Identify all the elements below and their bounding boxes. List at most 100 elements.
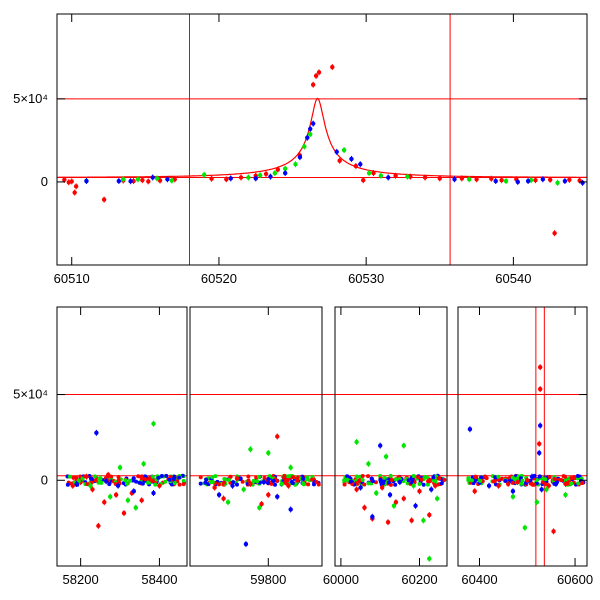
bottom-green-point-5 (125, 498, 131, 503)
bottom-green-point-15 (288, 465, 293, 470)
top-green-point-1 (121, 177, 126, 182)
bottom-baseline-point (569, 481, 574, 486)
bottom-xtick-label-3: 60000 (323, 572, 359, 587)
bottom-baseline-point (439, 481, 444, 486)
bottom-blue-point-4 (131, 489, 137, 494)
bottom-baseline-point (134, 479, 139, 484)
bottom-baseline-point (436, 482, 441, 487)
bottom-baseline-point (357, 478, 362, 483)
top-green-point-7 (257, 173, 263, 178)
bottom-red-point-4 (96, 523, 101, 529)
bottom-baseline-point (124, 481, 129, 486)
bottom-red-point-6 (106, 472, 111, 478)
bottom-baseline-point (163, 479, 168, 484)
top-green-point-6 (246, 175, 251, 180)
bottom-baseline-point (563, 477, 568, 482)
bottom-baseline-point (416, 475, 421, 480)
bottom-baseline-point (433, 479, 438, 484)
bottom-baseline-point (271, 478, 276, 483)
bottom-baseline-point (131, 476, 136, 481)
bottom-red-point-42 (551, 529, 556, 534)
bottom-red-point-39 (537, 386, 543, 392)
bottom-blue-point-9 (261, 479, 267, 485)
bottom-red-point-35 (515, 479, 520, 485)
bottom-green-point-3 (107, 494, 113, 499)
bottom-baseline-point (496, 474, 501, 479)
bottom-blue-point-16 (397, 479, 403, 485)
bottom-baseline-point (534, 477, 539, 482)
bottom-blue-point-8 (243, 541, 249, 547)
bottom-baseline-point (251, 478, 256, 483)
bottom-baseline-point (552, 476, 557, 481)
top-blue-point-2 (128, 179, 133, 184)
bottom-baseline-point (181, 482, 186, 487)
bottom-blue-point-18 (429, 487, 434, 492)
top-blue-point-20 (525, 178, 531, 184)
bottom-baseline-point (478, 478, 483, 483)
bottom-green-point-30 (563, 492, 568, 498)
bottom-green-point-11 (248, 447, 253, 452)
bottom-baseline-point (301, 476, 306, 481)
bottom-panel-full-lightcurve: 58200 58400 59800 60000 60200 60400 60600 0 5×10… (13, 306, 593, 587)
bottom-red-point-27 (401, 496, 406, 501)
bottom-green-point-19 (383, 454, 389, 459)
bottom-green-point-24 (427, 556, 432, 561)
top-red-point-17 (275, 167, 281, 172)
bottom-blue-point-1 (94, 430, 99, 436)
top-green-point-4 (169, 178, 175, 183)
bottom-baseline-point (575, 473, 580, 478)
bottom-baseline-point (116, 478, 121, 483)
top-blue-point-16 (386, 175, 391, 180)
bottom-xtick-label-4: 60200 (401, 572, 437, 587)
bottom-baseline-point (93, 478, 98, 483)
bottom-baseline-point (479, 475, 484, 480)
bottom-baseline-point (266, 477, 271, 482)
top-red-point-4 (73, 184, 79, 189)
bottom-baseline-point (272, 482, 277, 487)
bottom-baseline-point (177, 475, 182, 480)
bottom-baseline-point (198, 481, 203, 486)
bottom-baseline-point (177, 482, 182, 487)
bottom-baseline-point (74, 475, 79, 480)
bottom-red-point-25 (385, 520, 391, 525)
bottom-baseline-point (137, 480, 142, 485)
bottom-baseline-point (234, 482, 239, 487)
bottom-blue-point-21 (510, 489, 516, 494)
bottom-baseline-point (503, 478, 508, 483)
bottom-baseline-point (164, 473, 169, 478)
bottom-baseline-point (373, 480, 378, 485)
top-green-point-14 (366, 170, 372, 176)
bottom-ytick-label-0: 0 (41, 472, 48, 487)
bottom-baseline-point (543, 482, 548, 487)
bottom-green-point-23 (421, 518, 426, 523)
top-blue-point-0 (84, 178, 89, 184)
top-blue-point-5 (228, 176, 233, 181)
bottom-red-point-14 (221, 496, 226, 501)
bottom-baseline-point (265, 480, 270, 485)
bottom-red-point-5 (102, 499, 107, 505)
bottom-green-point-8 (151, 421, 156, 426)
bottom-blue-point-14 (377, 443, 383, 448)
bottom-baseline-point (389, 478, 394, 483)
bottom-baseline-point (210, 475, 215, 480)
top-red-point-37 (547, 177, 553, 183)
top-xtick-label-1: 60520 (201, 271, 237, 286)
bottom-green-point-25 (434, 496, 440, 501)
bottom-blue-point-22 (529, 474, 535, 479)
top-red-point-19 (310, 82, 316, 87)
bottom-baseline-point (520, 478, 525, 483)
bottom-baseline-point (216, 482, 221, 487)
bottom-plot-frame-3 (457, 306, 588, 567)
top-blue-point-18 (493, 178, 498, 184)
bottom-baseline-point (240, 479, 245, 484)
top-blue-point-15 (358, 162, 363, 167)
bottom-baseline-point (360, 473, 365, 478)
bottom-baseline-point (269, 481, 274, 486)
bottom-green-point-27 (522, 525, 528, 530)
bottom-baseline-point (563, 474, 568, 479)
top-red-point-24 (353, 163, 359, 169)
bottom-baseline-point (143, 477, 148, 482)
top-blue-point-7 (268, 174, 273, 179)
model-fit-curve (57, 97, 587, 178)
